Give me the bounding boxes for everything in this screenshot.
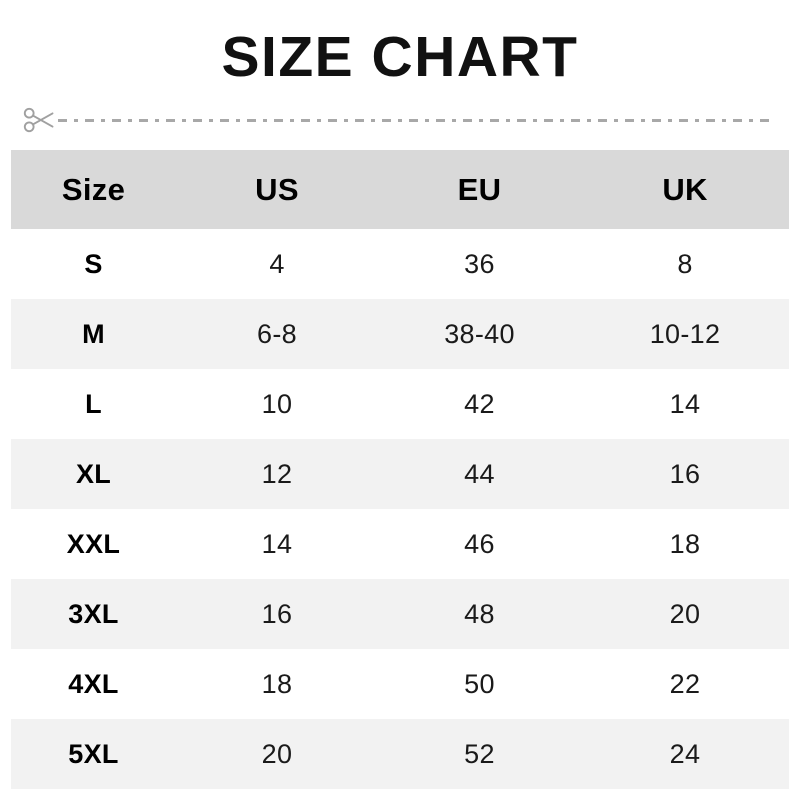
table-row: XL 12 44 16 <box>11 439 789 509</box>
page-title: SIZE CHART <box>221 25 579 89</box>
cell-us: 6-8 <box>176 299 378 369</box>
cut-line <box>22 104 778 136</box>
cell-eu: 44 <box>378 439 581 509</box>
cell-eu: 38-40 <box>378 299 581 369</box>
cell-us: 20 <box>176 719 378 789</box>
cell-us: 12 <box>176 439 378 509</box>
column-header-size: Size <box>11 150 176 229</box>
scissors-icon <box>22 105 56 135</box>
table-row: M 6-8 38-40 10-12 <box>11 299 789 369</box>
table-row: 4XL 18 50 22 <box>11 649 789 719</box>
cell-uk: 8 <box>581 229 789 299</box>
table-row: L 10 42 14 <box>11 369 789 439</box>
cell-uk: 24 <box>581 719 789 789</box>
cell-size: M <box>11 299 176 369</box>
cell-us: 10 <box>176 369 378 439</box>
cell-size: XXL <box>11 509 176 579</box>
size-chart-table: Size US EU UK S 4 36 8 M 6-8 38-40 10-12… <box>11 150 789 789</box>
cell-eu: 48 <box>378 579 581 649</box>
cell-size: 5XL <box>11 719 176 789</box>
cell-uk: 22 <box>581 649 789 719</box>
cell-uk: 20 <box>581 579 789 649</box>
cut-dashed-line <box>58 118 775 122</box>
cell-us: 14 <box>176 509 378 579</box>
cell-eu: 42 <box>378 369 581 439</box>
table-row: S 4 36 8 <box>11 229 789 299</box>
table-row: 5XL 20 52 24 <box>11 719 789 789</box>
table-row: 3XL 16 48 20 <box>11 579 789 649</box>
cell-us: 4 <box>176 229 378 299</box>
table-row: XXL 14 46 18 <box>11 509 789 579</box>
cell-eu: 52 <box>378 719 581 789</box>
cell-uk: 18 <box>581 509 789 579</box>
cell-us: 16 <box>176 579 378 649</box>
table-header-row: Size US EU UK <box>11 150 789 229</box>
cell-size: 4XL <box>11 649 176 719</box>
cell-size: XL <box>11 439 176 509</box>
cell-size: S <box>11 229 176 299</box>
cell-us: 18 <box>176 649 378 719</box>
table-body: S 4 36 8 M 6-8 38-40 10-12 L 10 42 14 XL… <box>11 229 789 789</box>
cell-size: L <box>11 369 176 439</box>
cell-uk: 10-12 <box>581 299 789 369</box>
column-header-uk: UK <box>581 150 789 229</box>
column-header-eu: EU <box>378 150 581 229</box>
cell-eu: 46 <box>378 509 581 579</box>
cell-size: 3XL <box>11 579 176 649</box>
column-header-us: US <box>176 150 378 229</box>
cell-uk: 16 <box>581 439 789 509</box>
cell-uk: 14 <box>581 369 789 439</box>
cell-eu: 36 <box>378 229 581 299</box>
cell-eu: 50 <box>378 649 581 719</box>
